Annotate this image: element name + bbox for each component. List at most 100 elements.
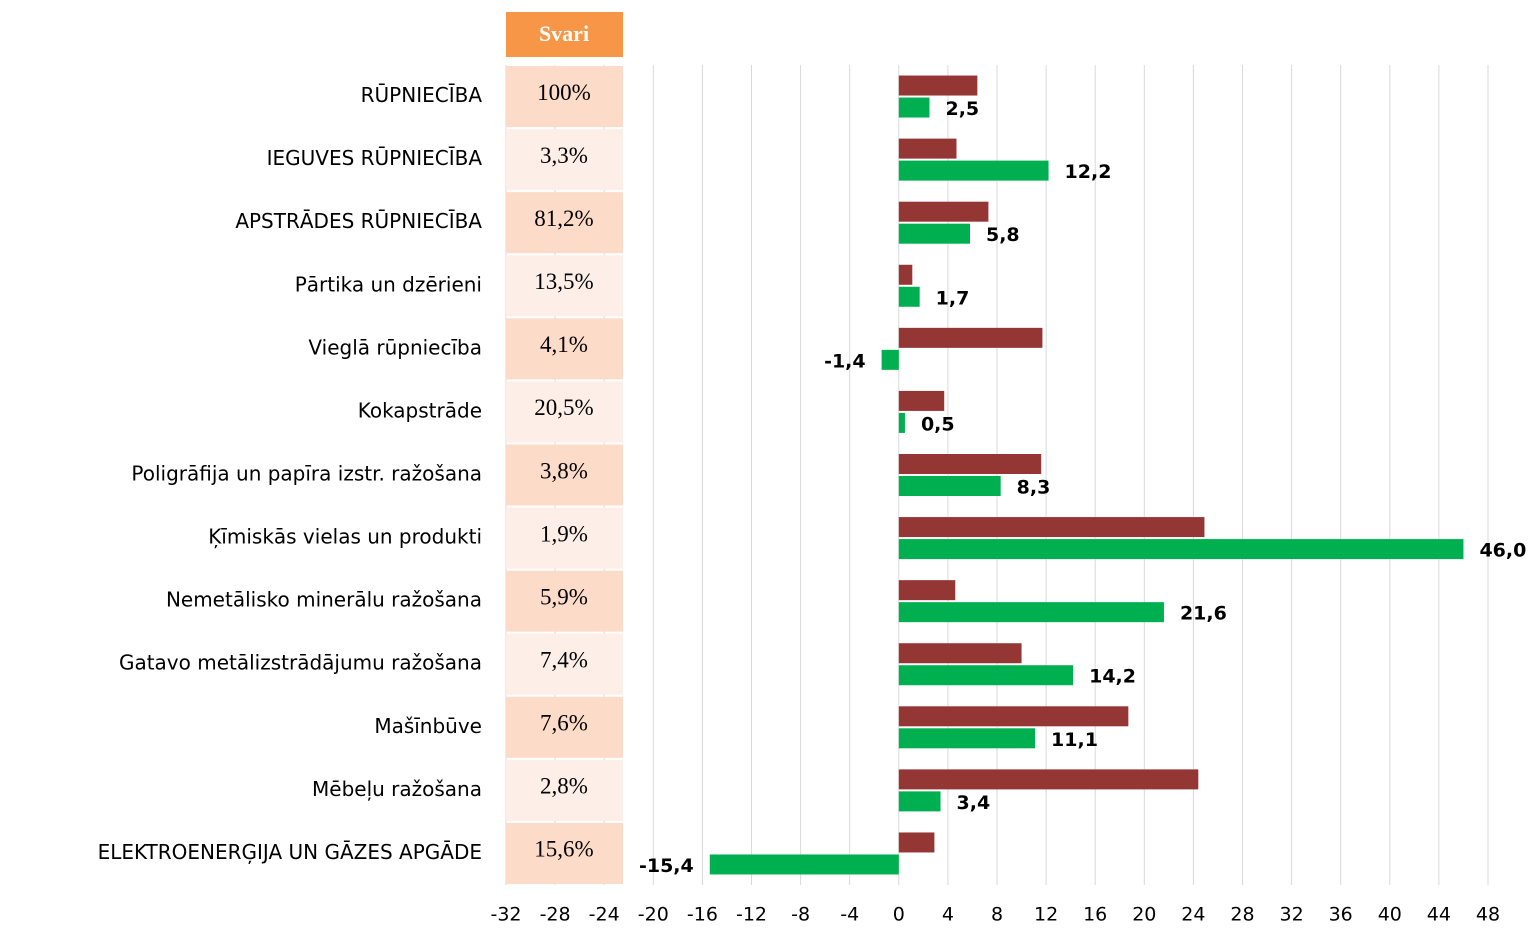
weight-cell xyxy=(506,507,623,569)
bar xyxy=(898,286,920,307)
bar xyxy=(898,769,1199,790)
x-tick-label: 20 xyxy=(1132,904,1156,926)
weights-header-bg xyxy=(506,12,623,57)
x-tick-label: -24 xyxy=(589,904,620,926)
category-label: Poligrāfija un papīra izstr. ražošana xyxy=(131,462,482,486)
x-tick-label: 4 xyxy=(942,904,954,926)
weight-cell xyxy=(506,381,623,443)
bar xyxy=(898,138,957,159)
category-label: APSTRĀDES RŪPNIECĪBA xyxy=(235,209,482,233)
bar xyxy=(898,580,956,601)
category-label: Vieglā rūpniecība xyxy=(308,335,482,359)
bar xyxy=(898,327,1043,348)
x-tick-label: -12 xyxy=(736,904,767,926)
category-label: Kokapstrāde xyxy=(358,398,482,422)
weight-label: 100% xyxy=(537,80,591,105)
x-tick-label: 44 xyxy=(1427,904,1451,926)
bar xyxy=(898,223,970,244)
value-label: 3,4 xyxy=(957,792,991,814)
bar xyxy=(898,539,1464,560)
category-label: RŪPNIECĪBA xyxy=(361,83,483,107)
bar xyxy=(898,264,913,285)
weight-cell xyxy=(506,66,623,128)
bar xyxy=(898,728,1036,749)
bar xyxy=(898,706,1129,727)
weights-header: Svari xyxy=(539,21,589,46)
weight-cell xyxy=(506,192,623,254)
weight-label: 13,5% xyxy=(534,269,593,294)
x-tick-label: 36 xyxy=(1329,904,1353,926)
weight-label: 3,3% xyxy=(540,143,588,168)
weight-label: 7,6% xyxy=(540,711,588,736)
value-label: 14,2 xyxy=(1089,666,1136,688)
bar xyxy=(898,75,978,96)
weight-label: 1,9% xyxy=(540,521,588,546)
value-label: 8,3 xyxy=(1017,477,1051,499)
bar xyxy=(898,476,1001,496)
weight-label: 20,5% xyxy=(534,395,593,420)
weight-cell xyxy=(506,444,623,506)
category-label: Pārtika un dzērieni xyxy=(295,272,482,296)
weight-cell xyxy=(506,696,623,758)
x-tick-label: -20 xyxy=(638,904,669,926)
x-tick-label: 24 xyxy=(1181,904,1205,926)
value-label: 1,7 xyxy=(936,287,970,309)
weight-cell xyxy=(506,633,623,695)
weight-label: 3,8% xyxy=(540,458,588,483)
bar xyxy=(898,602,1164,623)
x-tick-label: 12 xyxy=(1034,904,1058,926)
x-tick-label: 8 xyxy=(991,904,1003,926)
bar xyxy=(898,665,1074,686)
category-label: Mašīnbūve xyxy=(374,714,482,738)
category-label: Mēbeļu ražošana xyxy=(312,777,482,801)
x-tick-label: 40 xyxy=(1378,904,1402,926)
bar xyxy=(898,643,1022,664)
x-tick-label: -28 xyxy=(540,904,571,926)
weight-label: 81,2% xyxy=(534,206,593,231)
value-label: 2,5 xyxy=(945,98,979,120)
category-label: ELEKTROENERĢIJA UN GĀZES APGĀDE xyxy=(98,840,482,864)
bar xyxy=(898,517,1205,538)
value-label: 12,2 xyxy=(1065,161,1112,183)
x-tick-label: -4 xyxy=(840,904,859,926)
weight-label: 7,4% xyxy=(540,648,588,673)
value-label: -15,4 xyxy=(639,855,694,877)
weight-cell xyxy=(506,570,623,632)
bar xyxy=(898,791,941,812)
weight-cell xyxy=(506,759,623,821)
x-tick-label: -32 xyxy=(490,904,521,926)
x-tick-label: 28 xyxy=(1230,904,1254,926)
bar xyxy=(898,832,935,853)
weight-label: 2,8% xyxy=(540,774,588,799)
weight-cell xyxy=(506,255,623,317)
bar xyxy=(898,412,905,433)
x-tick-label: 32 xyxy=(1280,904,1304,926)
bar xyxy=(898,390,945,411)
bar xyxy=(898,201,989,222)
category-label: IEGUVES RŪPNIECĪBA xyxy=(267,146,483,170)
value-label: 11,1 xyxy=(1051,729,1098,751)
weight-label: 15,6% xyxy=(534,837,593,862)
value-label: -1,4 xyxy=(824,350,866,372)
bar xyxy=(881,349,899,370)
x-tick-label: 0 xyxy=(893,904,905,926)
x-tick-label: 48 xyxy=(1476,904,1500,926)
category-label: Nemetālisko minerālu ražošana xyxy=(166,588,482,612)
weight-cell xyxy=(506,129,623,191)
weight-label: 4,1% xyxy=(540,332,588,357)
bar xyxy=(898,97,930,118)
value-label: 46,0 xyxy=(1479,540,1526,562)
weight-label: 5,9% xyxy=(540,584,588,609)
bar xyxy=(709,854,899,875)
bar xyxy=(898,160,1049,181)
weight-cell xyxy=(506,822,623,884)
value-label: 0,5 xyxy=(921,413,955,435)
weight-cell xyxy=(506,318,623,380)
x-tick-label: -16 xyxy=(687,904,718,926)
x-tick-label: -8 xyxy=(791,904,810,926)
value-label: 21,6 xyxy=(1180,603,1227,625)
category-label: Ķīmiskās vielas un produkti xyxy=(208,525,482,549)
value-label: 5,8 xyxy=(986,224,1020,246)
bar xyxy=(898,454,1042,474)
